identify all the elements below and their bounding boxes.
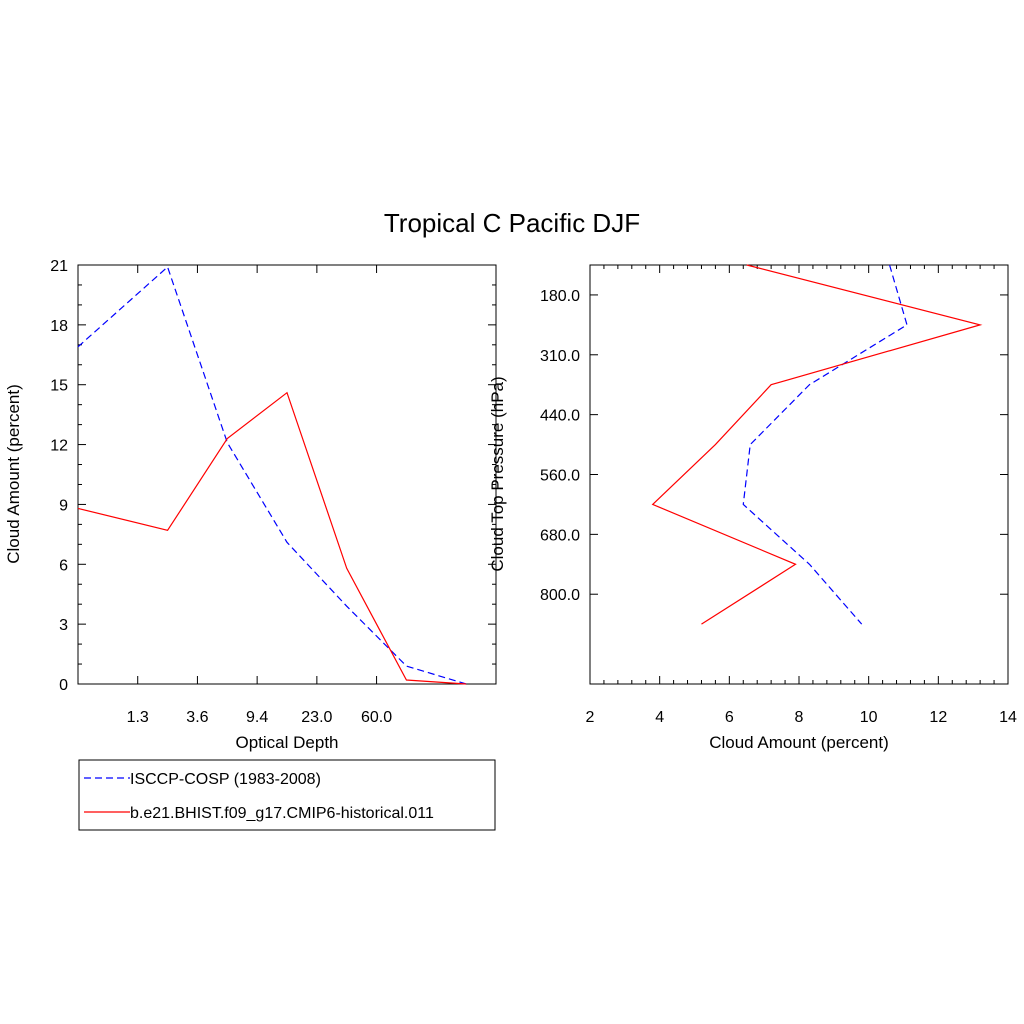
left-y-tick-label: 3: [59, 617, 68, 634]
right-ticks: 180.0 310.0 440.0 560.0 680.0 800.0 2 4 6 8 10 12 14: [540, 265, 1017, 726]
left-x-tick-label: 23.0: [301, 709, 332, 726]
left-y-tick-label: 0: [59, 677, 68, 694]
left-plot-frame: [77, 264, 497, 685]
right-plot-frame: [589, 264, 1009, 685]
right-x-axis-title: Cloud Amount (percent): [709, 733, 889, 752]
right-y-tick-label: 560.0: [540, 468, 580, 485]
left-x-axis-title: Optical Depth: [236, 733, 339, 752]
legend-box: [78, 759, 496, 831]
right-series-lines: [651, 264, 983, 625]
cloud-top-pressure-panel: 180.0 310.0 440.0 560.0 680.0 800.0 2 4 6 8 10 12 14…: [488, 264, 1017, 752]
left-line-model: [77, 391, 467, 685]
right-x-tick-label: 14: [999, 709, 1017, 726]
legend-label-isccp: ISCCP-COSP (1983-2008): [130, 771, 321, 788]
right-y-axis-title: Cloud Top Pressure (hPa): [488, 376, 507, 571]
left-ticks: 0 3 6 9 12 15 18 21 1.3 3.6 9.4 23.0 60.0: [50, 258, 496, 726]
left-y-tick-label: 18: [50, 318, 68, 335]
left-y-tick-label: 12: [50, 438, 68, 455]
right-y-tick-label: 680.0: [540, 527, 580, 544]
left-line-isccp: [77, 265, 467, 685]
right-line-isccp: [742, 264, 908, 625]
right-x-tick-label: 6: [725, 709, 734, 726]
right-x-tick-label: 10: [860, 709, 878, 726]
chart-title: Tropical C Pacific DJF: [384, 208, 640, 238]
left-x-tick-label: 60.0: [361, 709, 392, 726]
right-y-tick-label: 800.0: [540, 587, 580, 604]
right-x-tick-label: 8: [795, 709, 804, 726]
legend: ISCCP-COSP (1983-2008) b.e21.BHIST.f09_g…: [78, 759, 496, 831]
left-y-tick-label: 15: [50, 378, 68, 395]
left-y-axis-title: Cloud Amount (percent): [4, 384, 23, 564]
right-line-model: [651, 264, 983, 625]
right-y-tick-label: 310.0: [540, 348, 580, 365]
right-y-tick-label: 180.0: [540, 288, 580, 305]
left-y-tick-label: 9: [59, 497, 68, 514]
left-y-tick-label: 6: [59, 557, 68, 574]
optical-depth-panel: 0 3 6 9 12 15 18 21 1.3 3.6 9.4 23.0 60.0 Optical De…: [4, 258, 497, 752]
left-x-tick-label: 1.3: [127, 709, 149, 726]
legend-label-model: b.e21.BHIST.f09_g17.CMIP6-historical.011: [130, 805, 434, 822]
right-x-tick-label: 2: [586, 709, 595, 726]
left-series-lines: [77, 265, 467, 685]
right-x-tick-label: 4: [655, 709, 664, 726]
left-x-tick-label: 3.6: [186, 709, 208, 726]
left-y-tick-label: 21: [50, 258, 68, 275]
right-x-tick-label: 12: [929, 709, 947, 726]
right-y-tick-label: 440.0: [540, 408, 580, 425]
left-x-tick-label: 9.4: [246, 709, 268, 726]
